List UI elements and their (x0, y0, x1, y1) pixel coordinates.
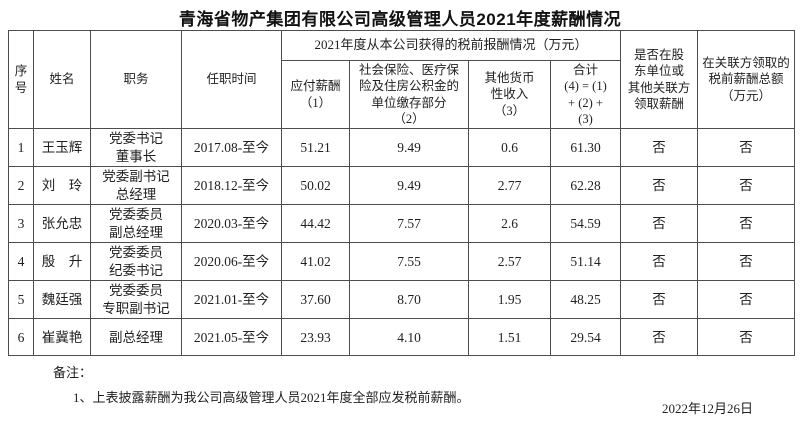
cell-related-total: 否 (697, 280, 796, 320)
cell-other-income: 1.51 (468, 318, 551, 357)
cell-related-party: 否 (620, 280, 699, 320)
col-header-pretax-group: 2021年度从本公司获得的税前报酬情况（万元） (280, 30, 622, 61)
cell-insurance: 7.57 (349, 204, 469, 244)
cell-related-party: 否 (620, 166, 699, 206)
cell-tenure: 2021.01-至今 (181, 280, 282, 320)
col-header-insurance: 社会保险、医疗保 险及住房公积金的 单位缴存部分 （2） (349, 60, 469, 129)
cell-name: 王玉辉 (33, 127, 91, 168)
cell-other-income: 0.6 (468, 127, 551, 168)
cell-tenure: 2018.12-至今 (181, 166, 282, 206)
col-header-index: 序 号 (8, 30, 34, 129)
cell-payable: 23.93 (281, 318, 350, 357)
cell-index: 1 (8, 127, 34, 168)
cell-tenure: 2020.06-至今 (181, 242, 282, 282)
cell-other-income: 1.95 (468, 280, 551, 320)
col-header-position: 职务 (90, 30, 182, 129)
table-row: 3 张允忠 党委委员 副总经理 2020.03-至今 44.42 7.57 2.6 54.59… (8, 204, 796, 244)
cell-total: 51.14 (549, 242, 622, 282)
cell-other-income: 2.6 (468, 204, 551, 244)
cell-index: 2 (8, 166, 34, 206)
cell-tenure: 2020.03-至今 (181, 204, 282, 244)
col-header-related-total: 在关联方领取的 税前薪酬总额 （万元） (697, 30, 796, 129)
cell-payable: 51.21 (281, 127, 350, 168)
cell-total: 54.59 (549, 204, 622, 244)
cell-related-party: 否 (620, 242, 699, 282)
cell-total: 29.54 (549, 318, 622, 357)
cell-insurance: 4.10 (349, 318, 469, 357)
cell-other-income: 2.77 (468, 166, 551, 206)
cell-total: 61.30 (549, 127, 622, 168)
cell-related-party: 否 (620, 127, 699, 168)
cell-insurance: 8.70 (349, 280, 469, 320)
notes-section: 备注： 1、上表披露薪酬为我公司高级管理人员2021年度全部应发税前薪酬。 (53, 362, 470, 406)
cell-name: 殷 升 (33, 242, 91, 282)
cell-position: 党委委员 副总经理 (90, 204, 182, 244)
cell-name: 魏廷强 (33, 280, 91, 320)
col-header-tenure: 任职时间 (181, 30, 282, 129)
cell-position: 党委委员 专职副书记 (90, 280, 182, 320)
cell-total: 48.25 (549, 280, 622, 320)
col-header-name: 姓名 (33, 30, 91, 129)
col-header-total: 合计 (4) = (1) + (2) + (3) (549, 60, 622, 129)
cell-position: 党委书记 董事长 (90, 127, 182, 168)
cell-related-total: 否 (697, 318, 796, 357)
cell-related-total: 否 (697, 127, 796, 168)
cell-related-total: 否 (697, 204, 796, 244)
cell-payable: 41.02 (281, 242, 350, 282)
page-title: 青海省物产集团有限公司高级管理人员2021年度薪酬情况 (178, 10, 622, 29)
cell-insurance: 9.49 (349, 127, 469, 168)
cell-index: 6 (8, 318, 34, 357)
col-header-related-party: 是否在股 东单位或 其他关联方 领取薪酬 (620, 30, 699, 129)
cell-position: 党委委员 纪委书记 (90, 242, 182, 282)
header-row-1: 序 号 姓名 职务 任职时间 2021年度从本公司获得的税前报酬情况（万元） 是… (8, 30, 796, 129)
cell-payable: 44.42 (281, 204, 350, 244)
cell-related-party: 否 (620, 318, 699, 357)
table-row: 1 王玉辉 党委书记 董事长 2017.08-至今 51.21 9.49 0.6 61.30 否… (8, 127, 796, 168)
table-row: 6 崔冀艳 副总经理 2021.05-至今 23.93 4.10 1.51 29.54 否否 (8, 318, 796, 357)
cell-index: 4 (8, 242, 34, 282)
table-row: 5 魏廷强 党委委员 专职副书记 2021.01-至今 37.60 8.70 1.95 48.… (8, 280, 796, 320)
document-date: 2022年12月26日 (661, 401, 753, 416)
cell-related-total: 否 (697, 166, 796, 206)
cell-tenure: 2017.08-至今 (181, 127, 282, 168)
cell-insurance: 7.55 (349, 242, 469, 282)
cell-name: 崔冀艳 (33, 318, 91, 357)
cell-insurance: 9.49 (349, 166, 469, 206)
cell-index: 3 (8, 204, 34, 244)
cell-name: 张允忠 (33, 204, 91, 244)
header-row-2: 应付薪酬 （1） 社会保险、医疗保 险及住房公积金的 单位缴存部分 （2） 其他… (9, 60, 795, 129)
col-header-other-income: 其他货币 性收入 （3） (468, 60, 551, 129)
table-body: 1 王玉辉 党委书记 董事长 2017.08-至今 51.21 9.49 0.6 61.30 否… (8, 127, 796, 357)
cell-index: 5 (8, 280, 34, 320)
notes-label: 备注： (53, 365, 93, 380)
cell-other-income: 2.57 (468, 242, 551, 282)
cell-related-total: 否 (697, 242, 796, 282)
note-item: 1、上表披露薪酬为我公司高级管理人员2021年度全部应发税前薪酬。 (73, 390, 470, 405)
col-header-payable: 应付薪酬 （1） (281, 60, 350, 129)
cell-tenure: 2021.05-至今 (181, 318, 282, 357)
cell-related-party: 否 (620, 204, 699, 244)
cell-total: 62.28 (549, 166, 622, 206)
cell-position: 副总经理 (90, 318, 182, 357)
cell-position: 党委副书记 总经理 (90, 166, 182, 206)
cell-payable: 37.60 (281, 280, 350, 320)
salary-table: 序 号 姓名 职务 任职时间 2021年度从本公司获得的税前报酬情况（万元） 是… (8, 30, 796, 357)
cell-payable: 50.02 (281, 166, 350, 206)
cell-name: 刘 玲 (33, 166, 91, 206)
